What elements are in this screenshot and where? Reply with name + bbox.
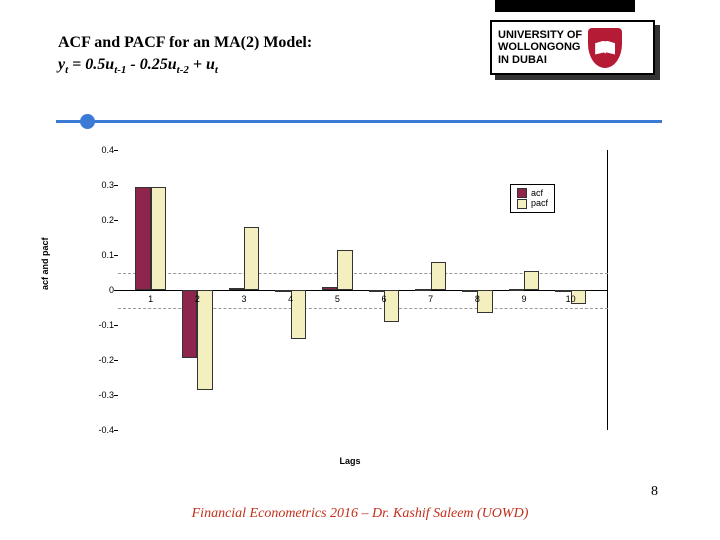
x-tick-label: 3 [241, 294, 246, 304]
y-tick-label: 0 [88, 285, 114, 295]
acf-bar [509, 289, 524, 291]
y-tick-mark [114, 220, 118, 221]
y-tick-mark [114, 430, 118, 431]
logo-line2: WOLLONGONG [498, 41, 582, 53]
x-tick-label: 8 [475, 294, 480, 304]
logo-line3: IN DUBAI [498, 54, 582, 66]
accent-line [56, 120, 662, 123]
acf-pacf-chart: acf and pacf acfpacf Lags -0.4-0.3-0.2-0… [70, 150, 630, 460]
x-tick-label: 4 [288, 294, 293, 304]
page-number: 8 [651, 484, 658, 500]
y-tick-label: 0.3 [88, 180, 114, 190]
y-tick-mark [114, 290, 118, 291]
acf-bar [135, 187, 150, 290]
y-tick-label: 0.1 [88, 250, 114, 260]
x-tick-label: 9 [521, 294, 526, 304]
acf-bar [229, 288, 244, 290]
y-tick-label: 0.4 [88, 145, 114, 155]
accent-dot [80, 114, 95, 129]
y-tick-label: 0.2 [88, 215, 114, 225]
x-axis-label: Lags [339, 456, 360, 466]
x-tick-label: 7 [428, 294, 433, 304]
slide-footer: Financial Econometrics 2016 – Dr. Kashif… [0, 506, 720, 522]
y-tick-mark [114, 360, 118, 361]
legend-swatch [517, 199, 527, 209]
shield-icon [588, 28, 622, 68]
y-tick-label: -0.3 [88, 390, 114, 400]
pacf-bar [431, 262, 446, 290]
logo-line1: UNIVERSITY OF [498, 29, 582, 41]
y-tick-label: -0.4 [88, 425, 114, 435]
slide-decoration-bar [495, 0, 635, 12]
legend-label: acf [531, 188, 543, 199]
y-tick-mark [114, 325, 118, 326]
pacf-bar [244, 227, 259, 290]
acf-bar [322, 287, 337, 290]
pacf-bar [197, 290, 212, 390]
x-tick-label: 10 [566, 294, 576, 304]
acf-bar [415, 289, 430, 291]
plot-area: acfpacf [118, 150, 608, 430]
pacf-bar [151, 187, 166, 290]
acf-bar [555, 290, 570, 292]
legend-label: pacf [531, 198, 548, 209]
acf-bar [369, 290, 384, 292]
y-tick-label: -0.2 [88, 355, 114, 365]
x-tick-label: 5 [335, 294, 340, 304]
x-tick-label: 1 [148, 294, 153, 304]
logo-text: UNIVERSITY OF WOLLONGONG IN DUBAI [498, 29, 582, 65]
acf-bar [462, 290, 477, 292]
x-tick-label: 6 [381, 294, 386, 304]
y-tick-mark [114, 150, 118, 151]
legend-item: pacf [517, 198, 548, 209]
pacf-bar [337, 250, 352, 290]
legend-item: acf [517, 188, 548, 199]
legend-swatch [517, 188, 527, 198]
y-axis-label: acf and pacf [40, 237, 50, 290]
title-equation: yt = 0.5ut-1 - 0.25ut-2 + ut [58, 54, 312, 78]
book-icon [595, 41, 615, 55]
chart-legend: acfpacf [510, 184, 555, 214]
acf-bar [275, 290, 290, 292]
university-logo: UNIVERSITY OF WOLLONGONG IN DUBAI [490, 20, 655, 75]
slide-title: ACF and PACF for an MA(2) Model: yt = 0.… [58, 32, 312, 78]
pacf-bar [524, 271, 539, 290]
title-line1: ACF and PACF for an MA(2) Model: [58, 32, 312, 54]
y-tick-mark [114, 395, 118, 396]
y-tick-mark [114, 255, 118, 256]
x-tick-label: 2 [195, 294, 200, 304]
y-tick-label: -0.1 [88, 320, 114, 330]
y-tick-mark [114, 185, 118, 186]
